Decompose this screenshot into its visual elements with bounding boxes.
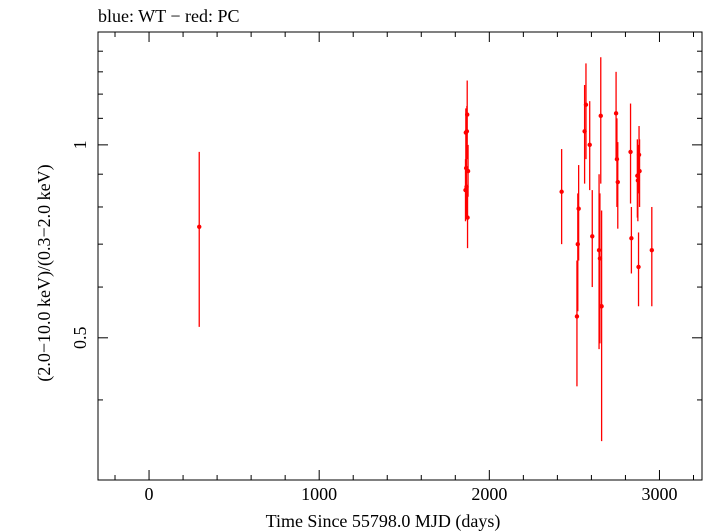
data-point bbox=[465, 112, 470, 117]
data-point bbox=[559, 189, 564, 194]
data-point bbox=[576, 206, 581, 211]
data-point bbox=[649, 247, 655, 253]
x-tick-label: 2000 bbox=[471, 484, 507, 504]
data-point bbox=[596, 247, 602, 253]
x-tick-label: 0 bbox=[145, 484, 154, 504]
data-points bbox=[197, 57, 655, 442]
y-axis-label: (2.0−10.0 keV)/(0.3−2.0 keV) bbox=[34, 164, 55, 381]
chart-title: blue: WT − red: PC bbox=[98, 6, 239, 26]
x-tick-label: 3000 bbox=[641, 484, 677, 504]
x-axis-label: Time Since 55798.0 MJD (days) bbox=[266, 511, 501, 532]
data-point bbox=[615, 179, 620, 185]
data-point bbox=[587, 142, 592, 148]
plot-frame bbox=[97, 31, 703, 481]
data-point bbox=[575, 241, 580, 247]
data-point bbox=[628, 149, 633, 155]
data-point bbox=[598, 113, 603, 119]
data-point bbox=[629, 236, 634, 241]
data-point bbox=[590, 234, 595, 239]
y-tick-label: 0.5 bbox=[70, 327, 90, 350]
data-point bbox=[465, 215, 470, 220]
y-tick-label: 1 bbox=[70, 140, 90, 149]
data-point bbox=[197, 224, 202, 230]
data-point bbox=[637, 168, 642, 174]
data-point bbox=[599, 304, 604, 309]
data-point bbox=[583, 102, 589, 107]
data-point bbox=[613, 111, 619, 116]
plot-axes: 0 1000 2000 3000 0.5 1 bbox=[70, 31, 703, 504]
x-tick-label: 1000 bbox=[301, 484, 337, 504]
data-point bbox=[465, 168, 471, 174]
data-point bbox=[636, 264, 641, 270]
data-point bbox=[614, 156, 620, 162]
data-point bbox=[574, 314, 580, 319]
